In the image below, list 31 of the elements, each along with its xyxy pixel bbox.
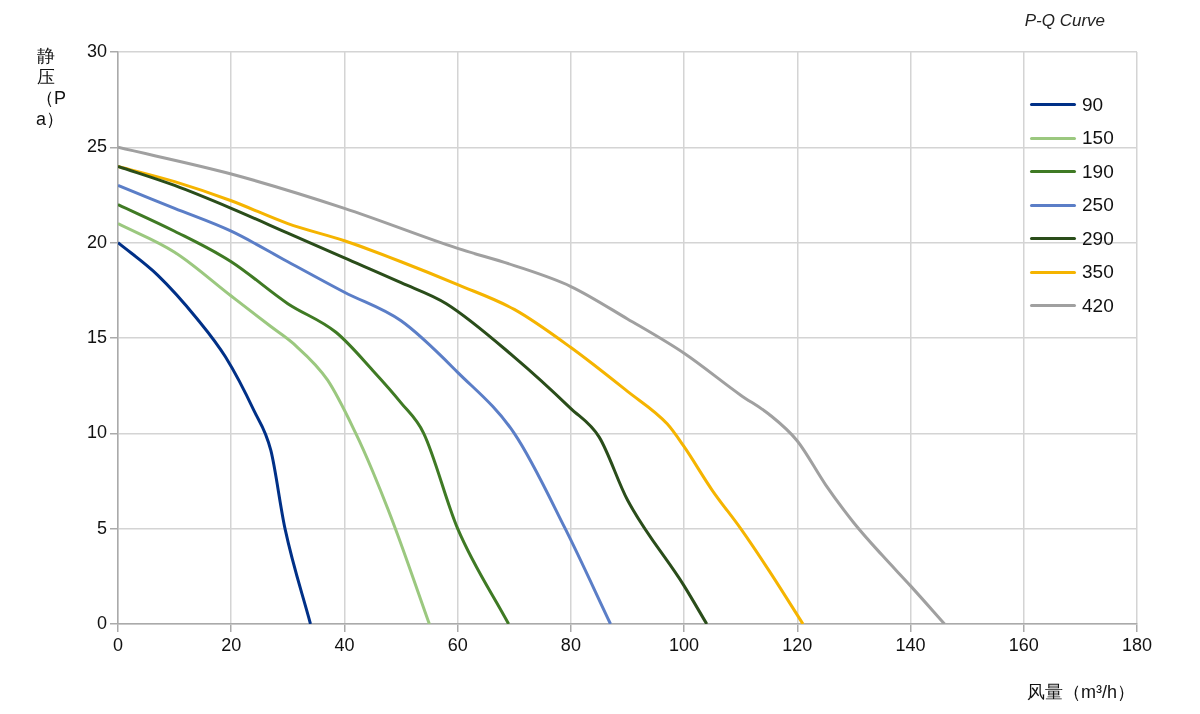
line-series: [118, 222, 431, 624]
x-tick-label: 0: [112, 634, 124, 655]
x-tick-label: 100: [669, 634, 700, 655]
y-tick-label: 15: [86, 326, 107, 347]
x-tick-label: 60: [447, 634, 468, 655]
y-tick-label: 10: [86, 422, 107, 443]
legend-label: 250: [1082, 194, 1114, 217]
legend-label: 150: [1082, 127, 1114, 150]
y-tick-label: 30: [86, 40, 107, 61]
x-tick-label: 140: [895, 634, 926, 655]
legend-label: 420: [1082, 294, 1114, 317]
legend-label: 290: [1082, 227, 1114, 250]
y-tick-label: 20: [86, 231, 107, 252]
legend-label: 350: [1082, 261, 1114, 284]
x-tick-label: 180: [1121, 634, 1153, 655]
y-tick-label: 5: [96, 517, 107, 538]
y-axis-title: 静压（Pa）: [36, 46, 67, 130]
x-axis-title: 风量（m³/h）: [1027, 681, 1135, 704]
x-tick-label: 120: [782, 634, 813, 655]
legend-label: 190: [1082, 160, 1114, 183]
x-tick-label: 20: [221, 634, 242, 655]
line-series: [118, 203, 511, 624]
legend-label: 90: [1082, 93, 1104, 116]
line-series: [118, 241, 312, 624]
y-tick-label: 25: [86, 136, 107, 157]
x-tick-label: 160: [1008, 634, 1039, 655]
chart-title: P-Q Curve: [1024, 11, 1105, 31]
y-tick-label: 0: [96, 612, 107, 633]
x-tick-label: 40: [334, 634, 355, 655]
line-series: [118, 183, 613, 624]
x-tick-label: 80: [560, 634, 581, 655]
